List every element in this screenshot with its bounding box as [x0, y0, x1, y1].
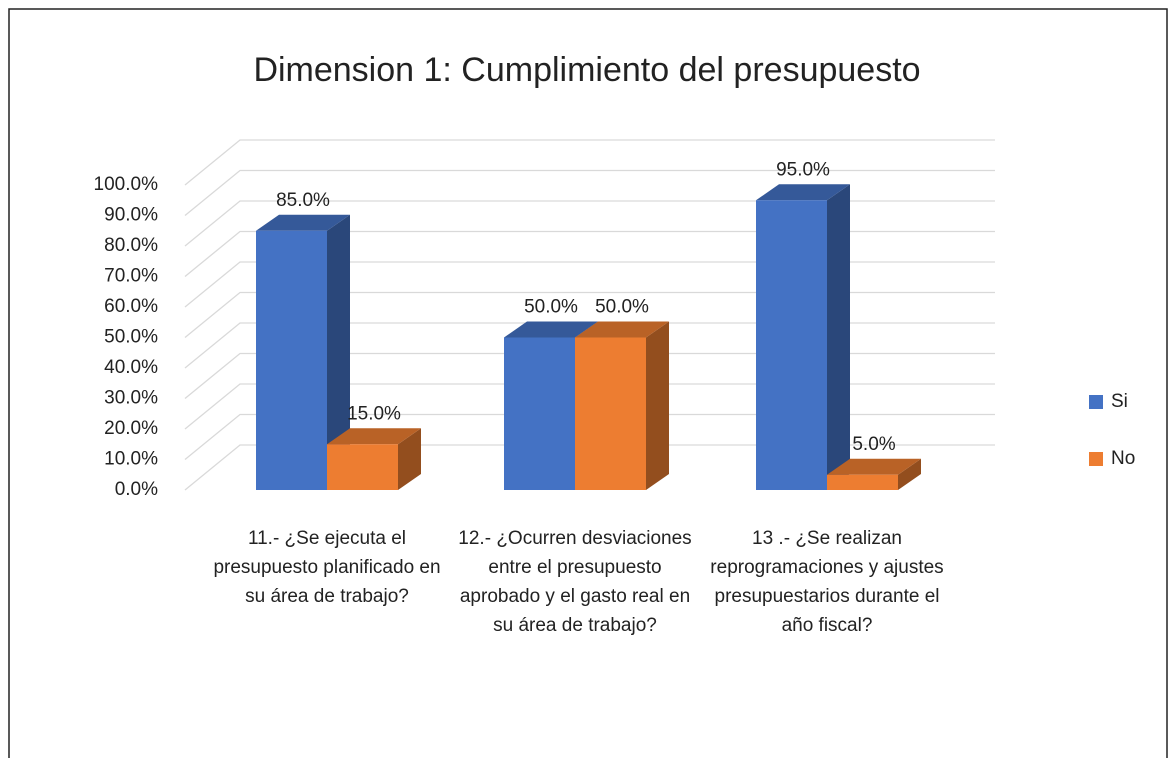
y-tick-label: 0.0%	[115, 479, 158, 500]
data-label: 50.0%	[524, 297, 578, 318]
y-tick-label: 20.0%	[104, 418, 158, 439]
x-tick-label: 12.- ¿Ocurren desviaciones entre el pres…	[458, 528, 692, 636]
data-label: 50.0%	[595, 297, 649, 318]
grid-line	[184, 444, 995, 491]
bar	[327, 428, 421, 490]
bar-side	[327, 214, 350, 490]
bar-side	[827, 184, 850, 490]
legend-swatch	[1089, 452, 1103, 466]
bar-top	[504, 321, 598, 338]
chart-title: Dimension 1: Cumplimiento del presupuest…	[253, 51, 920, 89]
bar-front	[575, 337, 646, 490]
data-label: 85.0%	[276, 190, 330, 211]
bar-front	[827, 474, 898, 490]
bar	[575, 321, 669, 490]
grid-line	[184, 291, 995, 339]
y-tick-label: 60.0%	[104, 296, 158, 317]
grid-line	[184, 230, 995, 278]
bar-side	[898, 458, 921, 490]
grid-line	[184, 352, 995, 400]
bar-front	[256, 230, 327, 490]
data-label: 95.0%	[776, 159, 830, 180]
legend-swatch	[1089, 395, 1103, 409]
y-tick-label: 100.0%	[94, 174, 159, 195]
data-label: 15.0%	[347, 403, 401, 424]
x-tick-label: 13 .- ¿Se realizan reprogramaciones y aj…	[710, 528, 944, 636]
bar	[756, 184, 850, 490]
grid-line	[184, 322, 995, 369]
bar-top	[575, 321, 669, 338]
y-tick-label: 70.0%	[104, 266, 158, 287]
bar-top	[827, 458, 921, 475]
y-tick-label: 10.0%	[104, 449, 158, 470]
y-tick-label: 50.0%	[104, 327, 158, 348]
data-label: 5.0%	[852, 434, 895, 455]
y-tick-label: 30.0%	[104, 388, 158, 409]
x-tick-label: 11.- ¿Se ejecuta el presupuesto planific…	[213, 528, 441, 607]
grid-line	[184, 383, 995, 430]
bar-top	[256, 214, 350, 231]
bar-side	[398, 428, 421, 490]
bar-top	[327, 428, 421, 445]
bar-side	[646, 321, 669, 490]
grid-line	[184, 413, 995, 461]
bar	[827, 458, 921, 490]
y-tick-label: 80.0%	[104, 235, 158, 256]
bar-top	[756, 184, 850, 201]
grid-line	[184, 169, 995, 217]
bar-front	[756, 200, 827, 490]
bar-front	[327, 444, 398, 490]
grid-line	[184, 139, 995, 186]
legend-label: Si	[1111, 391, 1128, 412]
legend-label: No	[1111, 448, 1135, 469]
y-tick-label: 40.0%	[104, 357, 158, 378]
grid-line	[184, 200, 995, 247]
bar-front	[504, 337, 575, 490]
bar	[256, 214, 350, 490]
y-tick-label: 90.0%	[104, 205, 158, 226]
grid-line	[184, 261, 995, 308]
